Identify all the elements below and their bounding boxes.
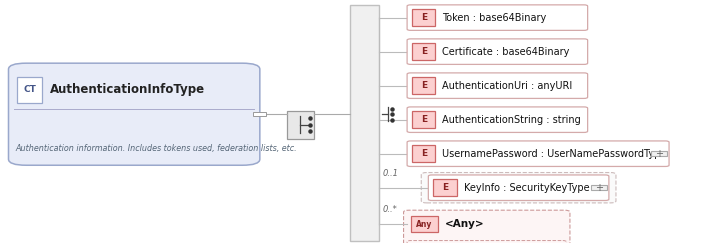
FancyBboxPatch shape: [428, 175, 609, 200]
FancyBboxPatch shape: [412, 9, 435, 26]
FancyBboxPatch shape: [407, 141, 669, 166]
FancyBboxPatch shape: [412, 111, 435, 128]
Text: Certificate : base64Binary: Certificate : base64Binary: [442, 47, 570, 57]
FancyBboxPatch shape: [253, 112, 266, 116]
FancyBboxPatch shape: [407, 39, 588, 64]
FancyBboxPatch shape: [407, 107, 588, 132]
Text: UsernamePassword : UserNamePasswordType: UsernamePassword : UserNamePasswordType: [442, 149, 667, 159]
Text: KeyInfo : SecurityKeyType: KeyInfo : SecurityKeyType: [464, 183, 589, 193]
Text: Token : base64Binary: Token : base64Binary: [442, 13, 547, 23]
Text: AuthenticationString : string: AuthenticationString : string: [442, 115, 581, 125]
Text: E: E: [421, 13, 427, 22]
Text: E: E: [442, 183, 448, 192]
Text: E: E: [421, 81, 427, 90]
FancyBboxPatch shape: [433, 179, 457, 196]
FancyBboxPatch shape: [591, 185, 607, 191]
Text: AuthenticationInfoType: AuthenticationInfoType: [50, 83, 205, 96]
Text: Any: Any: [416, 220, 433, 229]
Text: 0..1: 0..1: [382, 169, 399, 178]
FancyBboxPatch shape: [17, 77, 42, 103]
FancyBboxPatch shape: [407, 73, 588, 98]
Text: +: +: [655, 149, 663, 159]
Text: CT: CT: [23, 85, 36, 95]
FancyBboxPatch shape: [651, 151, 667, 156]
Text: 0..*: 0..*: [382, 206, 397, 215]
FancyBboxPatch shape: [404, 210, 570, 243]
FancyBboxPatch shape: [287, 111, 314, 139]
Text: +: +: [595, 183, 603, 193]
FancyBboxPatch shape: [350, 5, 379, 241]
FancyBboxPatch shape: [421, 173, 616, 203]
FancyBboxPatch shape: [412, 77, 435, 94]
FancyBboxPatch shape: [407, 241, 566, 243]
Text: E: E: [421, 149, 427, 158]
FancyBboxPatch shape: [412, 145, 435, 162]
FancyBboxPatch shape: [407, 5, 588, 30]
FancyBboxPatch shape: [412, 43, 435, 60]
FancyBboxPatch shape: [411, 216, 438, 232]
Text: E: E: [421, 115, 427, 124]
Text: <Any>: <Any>: [445, 219, 484, 229]
Text: Authentication information. Includes tokens used, federation lists, etc.: Authentication information. Includes tok…: [16, 144, 297, 153]
Text: AuthenticationUri : anyURI: AuthenticationUri : anyURI: [442, 81, 573, 91]
Text: E: E: [421, 47, 427, 56]
FancyBboxPatch shape: [8, 63, 260, 165]
